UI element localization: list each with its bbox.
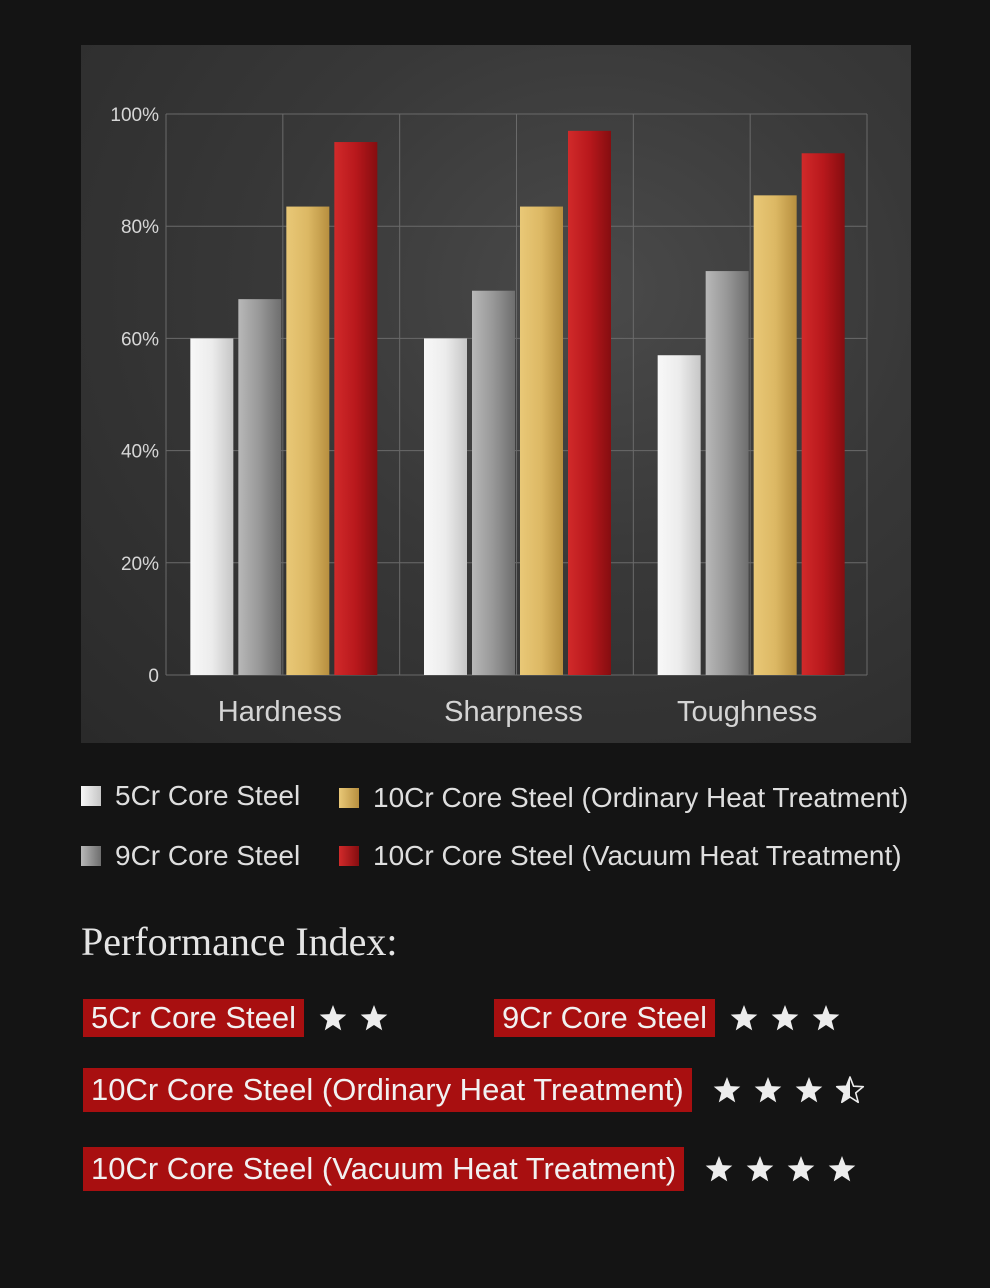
star-icon <box>705 1156 733 1182</box>
bar-10cr-vacuum-toughness <box>801 153 845 675</box>
bar-5cr-toughness <box>657 355 701 675</box>
performance-row-10cr-ordinary: 10Cr Core Steel (Ordinary Heat Treatment… <box>83 1068 876 1112</box>
bar-10cr-ordinary-toughness <box>753 195 797 675</box>
bar-5cr-sharpness <box>424 338 467 675</box>
y-tick-label: 20% <box>121 554 159 575</box>
legend-swatch-10cr-vacuum <box>339 846 359 866</box>
bar-chart: 0 20% 40% 60% 80% 100% Hardness Sharpness Toughn… <box>110 105 868 728</box>
bar-10cr-ordinary-sharpness <box>520 206 563 675</box>
legend-item-9cr: 9Cr Core Steel <box>81 840 301 871</box>
star-icon <box>787 1156 815 1182</box>
y-tick-label: 100% <box>110 105 159 126</box>
legend-swatch-5cr <box>81 786 101 806</box>
performance-label: 9Cr Core Steel <box>494 999 716 1037</box>
legend-label: 9Cr Core Steel <box>115 840 301 871</box>
star-rating <box>318 1003 400 1033</box>
legend-item-10cr-ordinary: 10Cr Core Steel (Ordinary Heat Treatment… <box>339 782 909 813</box>
legend-swatch-10cr-ordinary <box>339 788 359 808</box>
star-icon <box>319 1005 347 1031</box>
star-icon <box>746 1156 774 1182</box>
half-star-icon <box>835 1076 864 1104</box>
x-category-label: Sharpness <box>444 696 583 728</box>
star-icon <box>771 1005 799 1031</box>
performance-row-10cr-vacuum: 10Cr Core Steel (Vacuum Heat Treatment) <box>83 1147 868 1191</box>
star-icon <box>713 1077 740 1103</box>
performance-label: 10Cr Core Steel (Ordinary Heat Treatment… <box>83 1068 692 1112</box>
legend-item-10cr-vacuum: 10Cr Core Steel (Vacuum Heat Treatment) <box>339 840 902 871</box>
star-icon <box>812 1005 840 1031</box>
performance-row-9cr: 9Cr Core Steel <box>494 999 852 1037</box>
star-icon <box>754 1077 781 1103</box>
star-icon <box>828 1156 856 1182</box>
bar-9cr-toughness <box>705 271 749 675</box>
chart-panel: 0 20% 40% 60% 80% 100% Hardness Sharpness Toughn… <box>81 45 911 743</box>
bar-5cr-hardness <box>190 338 234 675</box>
performance-row-5cr: 5Cr Core Steel <box>83 999 400 1037</box>
bar-9cr-sharpness <box>472 290 515 675</box>
performance-index-title: Performance Index: <box>81 919 398 964</box>
legend-label: 10Cr Core Steel (Vacuum Heat Treatment) <box>373 840 902 871</box>
y-tick-label: 80% <box>121 217 159 238</box>
star-rating <box>712 1075 876 1105</box>
bar-9cr-hardness <box>238 299 282 675</box>
performance-label: 10Cr Core Steel (Vacuum Heat Treatment) <box>83 1147 685 1191</box>
star-icon <box>360 1005 388 1031</box>
legend-label: 5Cr Core Steel <box>115 780 301 811</box>
bar-10cr-vacuum-hardness <box>334 142 378 676</box>
bar-10cr-ordinary-hardness <box>286 206 330 675</box>
bar-10cr-vacuum-sharpness <box>568 130 611 675</box>
legend-item-5cr: 5Cr Core Steel <box>81 780 301 811</box>
x-category-label: Toughness <box>677 696 817 728</box>
legend-swatch-9cr <box>81 846 101 866</box>
star-icon <box>730 1005 758 1031</box>
x-category-label: Hardness <box>218 696 342 728</box>
y-tick-label: 0 <box>148 666 159 687</box>
performance-label: 5Cr Core Steel <box>83 999 305 1037</box>
star-rating <box>729 1003 852 1033</box>
star-icon <box>795 1077 822 1103</box>
legend-label: 10Cr Core Steel (Ordinary Heat Treatment… <box>373 782 909 813</box>
y-tick-label: 60% <box>121 329 159 350</box>
star-rating <box>704 1154 868 1184</box>
y-tick-label: 40% <box>121 442 159 463</box>
